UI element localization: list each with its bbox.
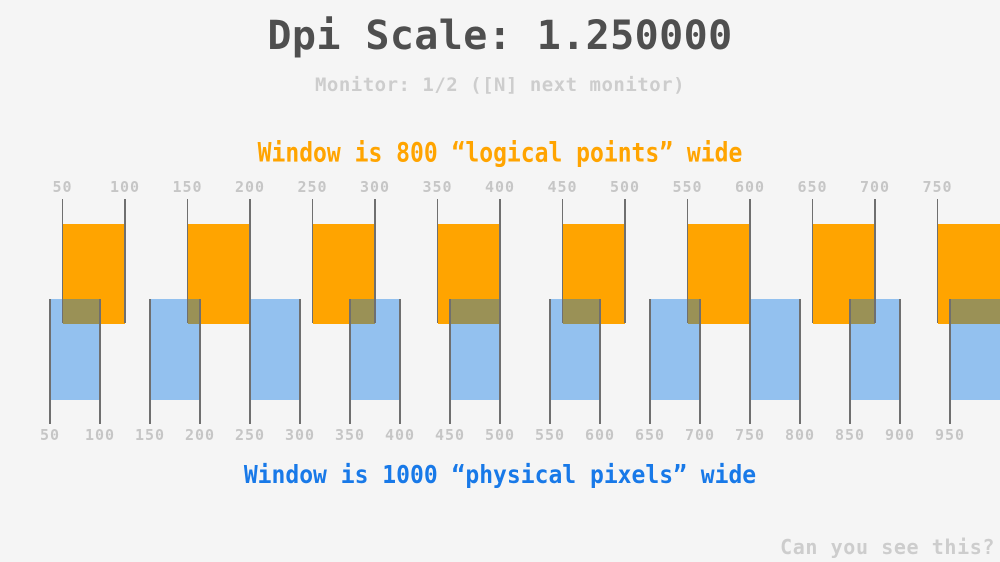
physical-bar: [750, 299, 800, 400]
physical-tick-line: [99, 299, 101, 424]
physical-tick-line: [699, 299, 701, 424]
logical-tick-label: 700: [859, 178, 891, 196]
physical-ruler-heading: Window is 1000 “physical pixels” wide: [243, 460, 757, 490]
monitor-status: Monitor: 1/2 ([N] next monitor): [314, 74, 686, 96]
physical-tick-label: 250: [234, 426, 266, 444]
logical-tick-line: [186, 199, 189, 323]
physical-tick-line: [749, 299, 751, 424]
logical-tick-line: [124, 199, 126, 323]
logical-tick-line: [811, 199, 814, 323]
logical-tick-line: [374, 199, 376, 323]
physical-tick-label: 500: [484, 426, 516, 444]
physical-tick-label: 550: [534, 426, 566, 444]
physical-tick-line: [449, 299, 451, 424]
physical-tick-label: 300: [284, 426, 316, 444]
logical-tick-label: 100: [109, 178, 141, 196]
overlap-region: [950, 299, 1000, 324]
visibility-hint: Can you see this?: [780, 535, 995, 559]
logical-tick-line: [61, 199, 64, 323]
logical-ruler-heading: Window is 800 “logical points” wide: [257, 138, 743, 169]
physical-tick-line: [49, 299, 51, 424]
logical-tick-label: 50: [52, 178, 73, 196]
page-title: Dpi Scale: 1.250000: [267, 13, 733, 59]
logical-tick-label: 600: [734, 178, 766, 196]
physical-tick-label: 600: [584, 426, 616, 444]
overlap-region: [687, 299, 700, 324]
physical-tick-line: [149, 299, 151, 424]
physical-tick-line: [649, 299, 651, 424]
physical-tick-line: [299, 299, 301, 424]
logical-tick-label: 500: [609, 178, 641, 196]
logical-tick-label: 550: [672, 178, 703, 196]
physical-tick-line: [349, 299, 351, 424]
physical-tick-label: 750: [734, 426, 766, 444]
overlap-region: [350, 299, 375, 324]
logical-tick-label: 750: [922, 178, 953, 196]
physical-tick-line: [499, 299, 501, 424]
logical-tick-label: 150: [172, 178, 203, 196]
physical-tick-line: [549, 299, 551, 424]
overlap-region: [62, 299, 100, 324]
physical-tick-label: 50: [39, 426, 61, 444]
physical-tick-line: [799, 299, 801, 424]
logical-tick-line: [311, 199, 314, 323]
physical-tick-label: 900: [884, 426, 916, 444]
physical-tick-label: 450: [434, 426, 466, 444]
physical-tick-label: 850: [834, 426, 866, 444]
overlap-region: [450, 299, 500, 324]
logical-tick-line: [499, 199, 501, 323]
physical-tick-line: [949, 299, 951, 424]
physical-tick-label: 200: [184, 426, 216, 444]
physical-tick-label: 350: [334, 426, 366, 444]
overlap-region: [187, 299, 200, 324]
physical-bar: [250, 299, 300, 400]
physical-tick-line: [399, 299, 401, 424]
logical-tick-line: [749, 199, 751, 323]
logical-tick-line: [624, 199, 626, 323]
overlap-region: [850, 299, 875, 324]
logical-tick-line: [686, 199, 689, 323]
logical-tick-label: 400: [484, 178, 516, 196]
physical-tick-label: 400: [384, 426, 416, 444]
physical-tick-line: [899, 299, 901, 424]
logical-tick-label: 350: [422, 178, 453, 196]
logical-tick-label: 650: [797, 178, 828, 196]
logical-tick-label: 300: [359, 178, 391, 196]
logical-tick-label: 450: [547, 178, 578, 196]
physical-tick-line: [599, 299, 601, 424]
logical-tick-line: [936, 199, 939, 323]
logical-tick-line: [436, 199, 439, 323]
physical-tick-label: 800: [784, 426, 816, 444]
physical-tick-label: 950: [934, 426, 966, 444]
physical-tick-line: [199, 299, 201, 424]
physical-tick-label: 650: [634, 426, 666, 444]
logical-tick-line: [249, 199, 251, 323]
logical-tick-line: [561, 199, 564, 323]
overlap-region: [562, 299, 600, 324]
physical-tick-label: 700: [684, 426, 716, 444]
physical-tick-line: [249, 299, 251, 424]
logical-tick-label: 250: [297, 178, 328, 196]
logical-tick-line: [874, 199, 876, 323]
physical-tick-line: [849, 299, 851, 424]
logical-tick-label: 200: [234, 178, 266, 196]
physical-tick-label: 100: [84, 426, 116, 444]
physical-tick-label: 150: [134, 426, 166, 444]
